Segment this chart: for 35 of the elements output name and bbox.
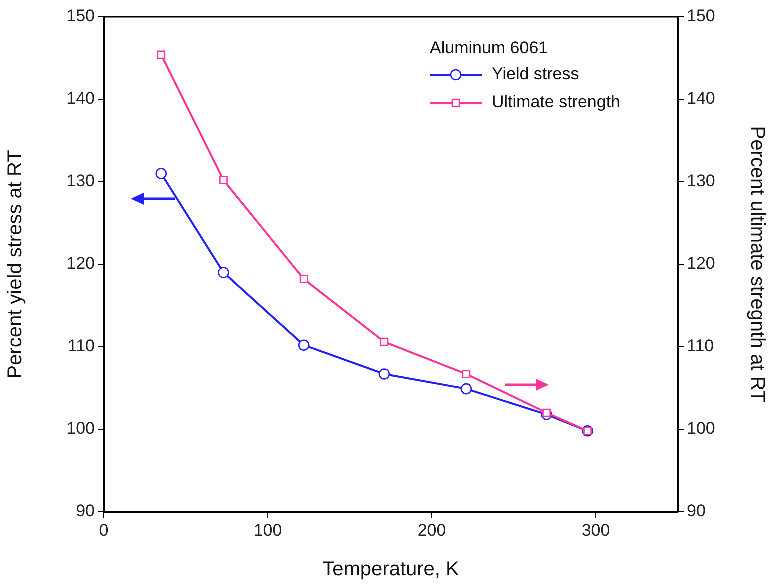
y2-tick-label: 140	[687, 89, 716, 108]
point	[220, 176, 228, 185]
point	[157, 50, 166, 60]
point	[300, 275, 308, 284]
y2-axis-title: Percent ultimate stregnth at RT	[746, 126, 768, 403]
legend-label: Yield stress	[492, 64, 580, 84]
y-tick-label: 120	[66, 254, 95, 274]
point	[542, 408, 551, 418]
x-tick-label: 100	[254, 520, 282, 540]
y2-tick-label: 110	[687, 336, 714, 356]
y-tick-label: 140	[66, 89, 95, 108]
y-tick-label: 130	[66, 172, 95, 191]
y-tick-label: 90	[76, 502, 95, 521]
point	[462, 370, 471, 378]
x-tick-label: 300	[582, 520, 610, 540]
x-axis-title: Temperature, K	[322, 558, 460, 581]
x-tick-label: 0	[99, 520, 109, 540]
point	[460, 383, 472, 395]
y-tick-label: 110	[68, 336, 95, 356]
y-tick-label: 150	[66, 6, 95, 26]
point	[298, 340, 310, 351]
y-axis-title: Percent yield stress at RT	[4, 150, 27, 379]
y-tick-label: 100	[66, 419, 95, 438]
point	[378, 368, 390, 380]
y2-tick-label: 130	[687, 172, 716, 191]
point	[380, 338, 389, 346]
y2-tick-label: 100	[687, 419, 716, 438]
x-tick-label: 200	[418, 520, 446, 540]
legend-label: Ultimate strength	[492, 92, 620, 112]
y2-tick-label: 150	[687, 6, 716, 26]
point	[218, 267, 230, 278]
point	[156, 168, 168, 180]
legend-title: Aluminum 6061	[430, 38, 548, 58]
y2-tick-label: 120	[687, 254, 716, 274]
y2-tick-label: 90	[687, 502, 706, 521]
